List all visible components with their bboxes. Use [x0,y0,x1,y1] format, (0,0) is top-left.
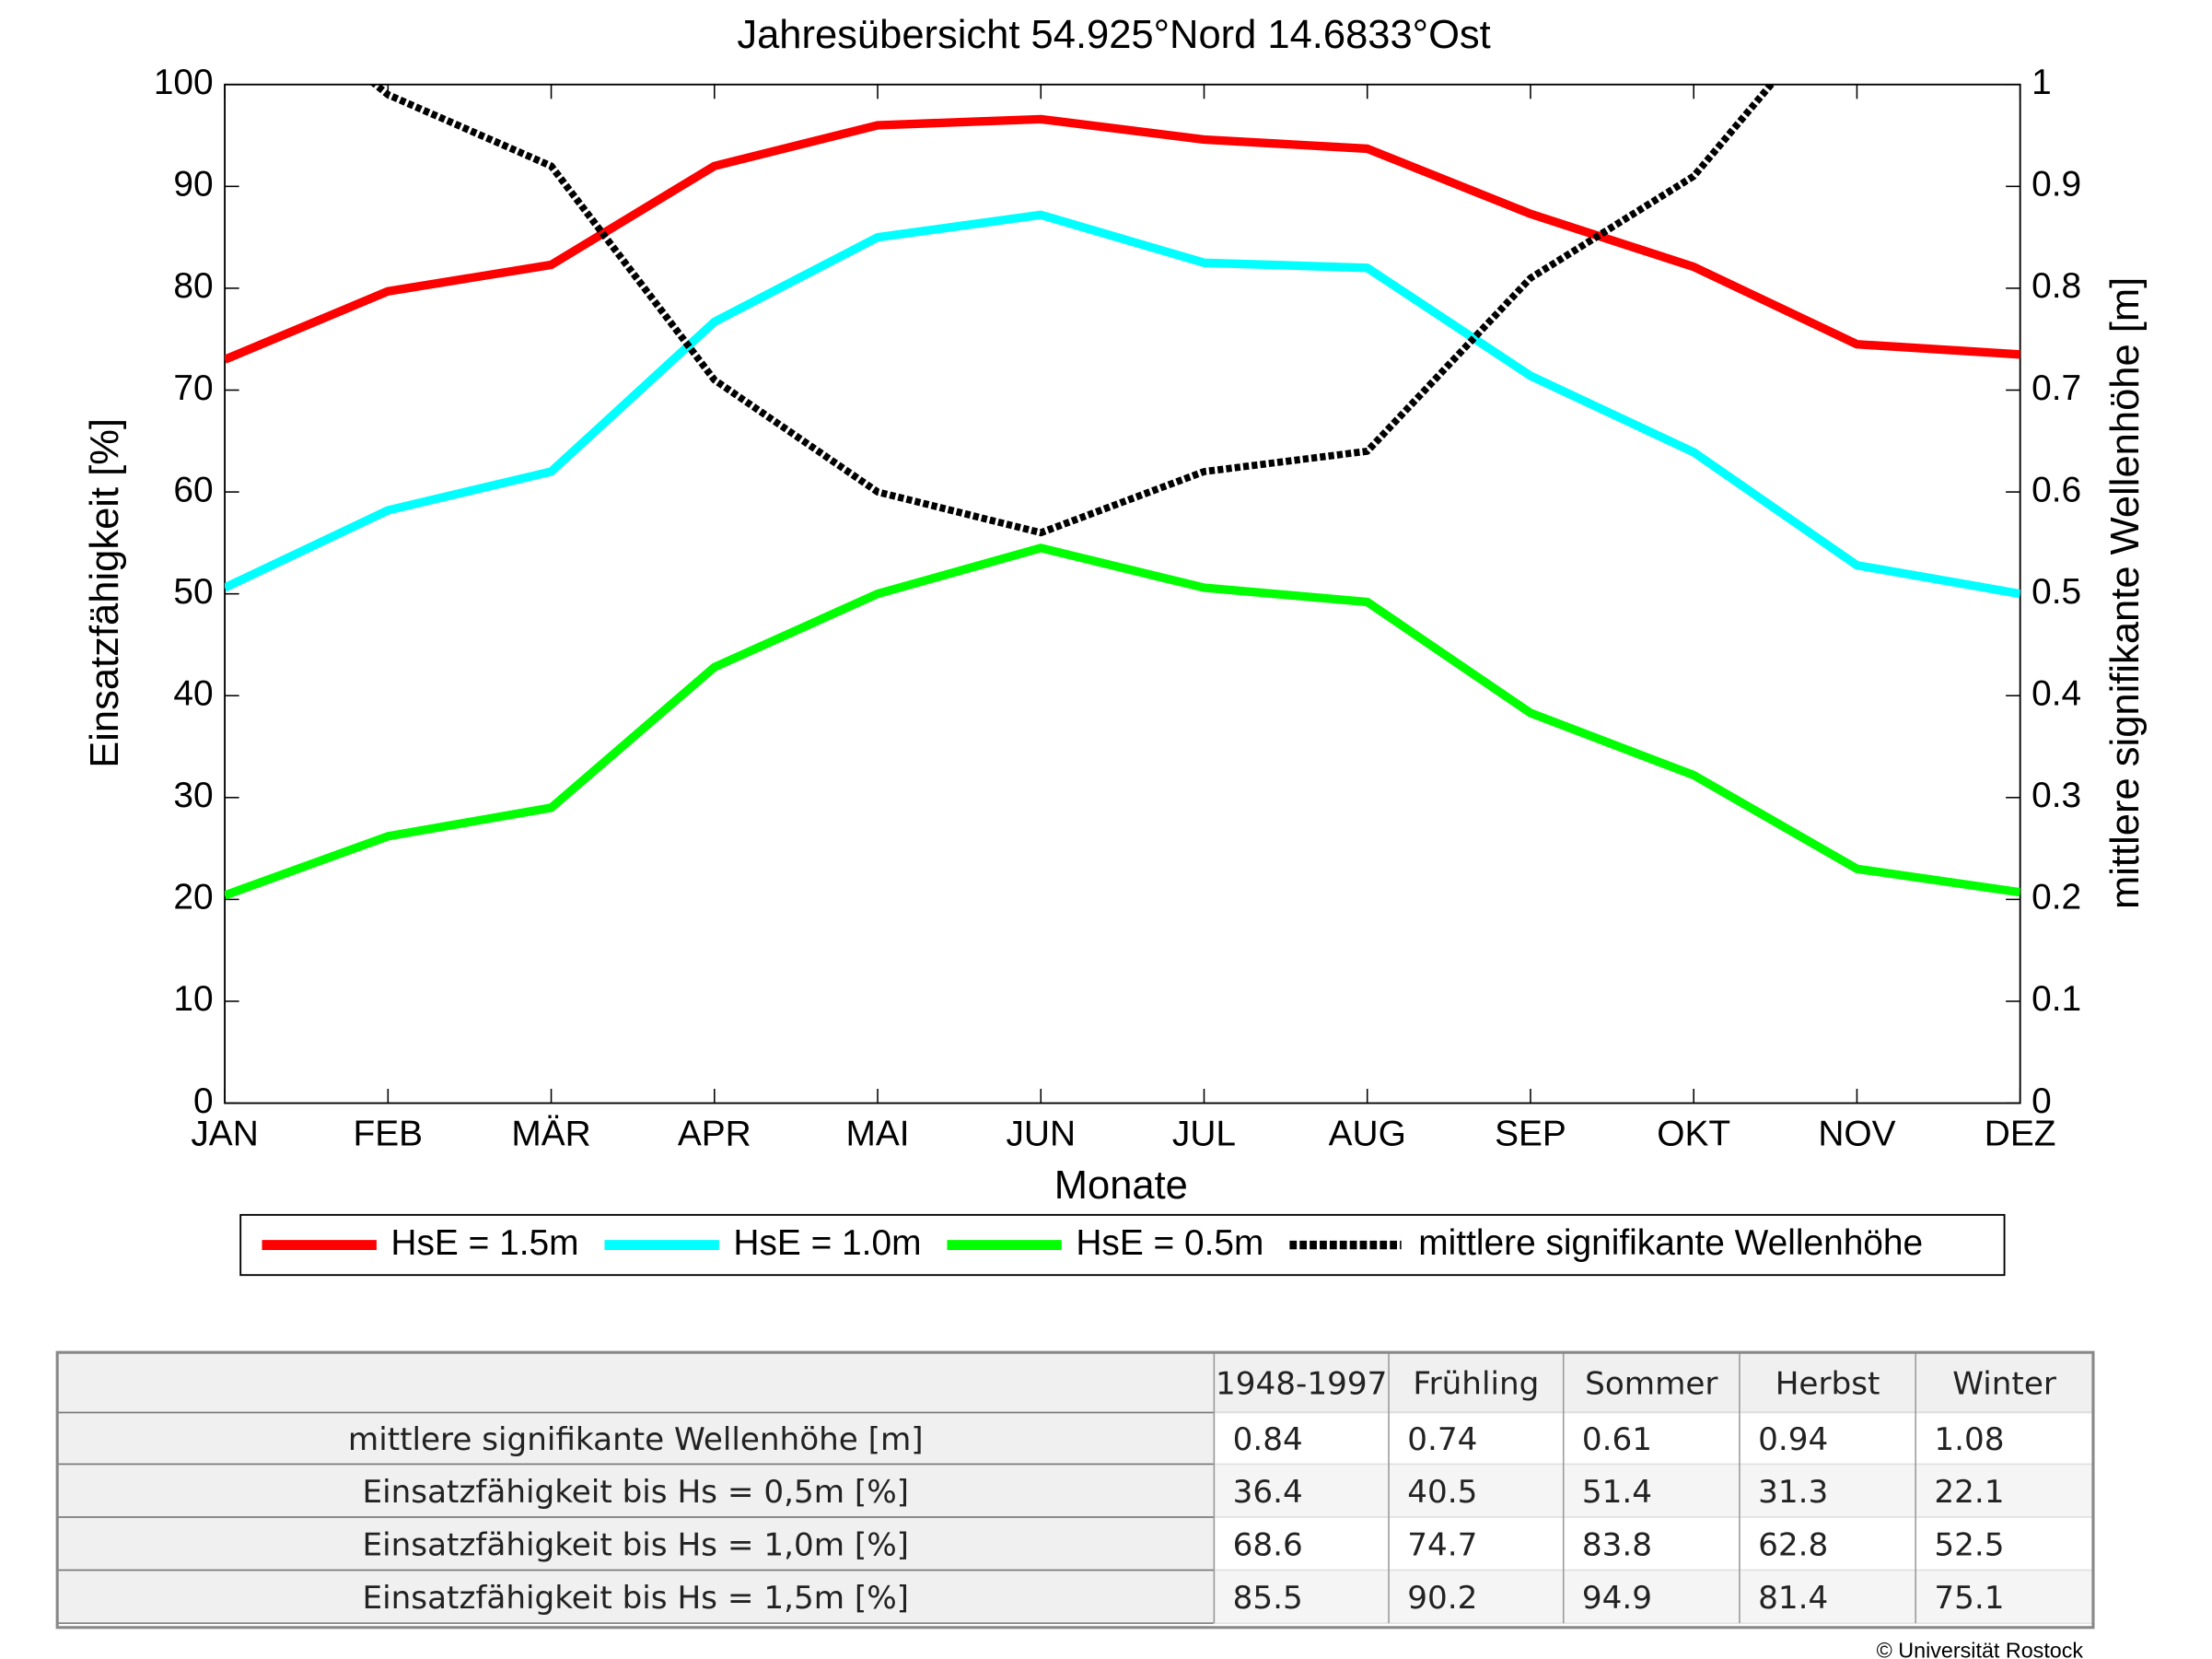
y-tick-label: 90 [173,165,213,204]
legend-label: mittlere signifikante Wellenhöhe [1418,1223,1923,1263]
cell: 75.1 [1934,1580,2004,1617]
series-line [225,543,2020,900]
cell: 0.94 [1758,1421,1828,1458]
legend-label: HsE = 1.5m [390,1223,578,1263]
x-tick-label: DEZ [1985,1115,2056,1154]
y2-tick-label: 1 [2032,63,2052,102]
row-label-bg [56,1569,1216,1624]
x-tick-label: SEP [1495,1115,1566,1154]
y2-tick-label: 0.6 [2032,470,2081,509]
cell: 83.8 [1582,1526,1652,1563]
x-tick-label: MÄR [511,1115,590,1154]
cell: 81.4 [1758,1580,1828,1617]
plot-area [224,83,2021,1104]
y-tick-label: 70 [173,368,213,408]
y-tick-label: 20 [173,878,213,917]
x-tick-label: MAI [845,1115,909,1154]
x-tick-label: FEB [354,1115,424,1154]
cell: 36.4 [1233,1474,1303,1511]
x-tick-label: JAN [191,1115,258,1154]
y-tick-label: 60 [173,470,213,509]
cell: 40.5 [1407,1474,1477,1511]
y2-tick-label: 0.9 [2032,165,2081,204]
cell: 1.08 [1934,1421,2004,1458]
x-axis-label: Monate [1054,1163,1188,1208]
series-line [369,84,1776,537]
table: mittlere signifikante Wellenhöhe [m] 0.84… [55,1350,2095,1630]
row-label: Einsatzfähigkeit bis Hs = 1,0m [%] [363,1526,909,1563]
row-label: Einsatzfähigkeit bis Hs = 1,5m [%] [363,1580,909,1617]
row-label-bg [56,1463,1216,1518]
cell: 62.8 [1758,1526,1828,1563]
row-label: mittlere signifikante Wellenhöhe [m] [348,1421,924,1458]
col-header: Sommer [1585,1365,1718,1402]
col-header: Frühling [1413,1365,1539,1402]
x-tick-label: NOV [1818,1115,1895,1154]
cell: 68.6 [1233,1526,1303,1563]
legend-box [239,1213,2006,1277]
col-header: 1948-1997 [1216,1365,1387,1402]
cell: 31.3 [1758,1474,1828,1511]
x-tick-label: AUG [1329,1115,1406,1154]
x-tick-label: JUN [1006,1115,1076,1154]
y-tick-label: 30 [173,776,213,815]
cell: 90.2 [1407,1580,1477,1617]
y2-tick-label: 0.7 [2032,368,2081,408]
chart-title: Jahresübersicht 54.925°Nord 14.6833°Ost [737,13,1490,57]
x-tick-label: OKT [1657,1115,1730,1154]
cell: 85.5 [1233,1580,1303,1617]
legend-label: HsE = 1.0m [733,1223,921,1263]
y2-tick-label: 0.5 [2032,572,2081,612]
legend-label: HsE = 0.5m [1076,1223,1263,1263]
cell: 52.5 [1934,1526,2004,1563]
series-line [225,114,2020,364]
y2-tick-label: 0.2 [2032,878,2081,917]
cell: 0.74 [1407,1421,1477,1458]
row-label: Einsatzfähigkeit bis Hs = 0,5m [%] [363,1474,909,1511]
y-tick-label: 100 [154,63,214,102]
y2-tick-label: 0.1 [2032,979,2081,1019]
cell: 51.4 [1582,1474,1652,1511]
y2-tick-label: 0.4 [2032,673,2081,713]
cell: 94.9 [1582,1580,1652,1617]
series-line [225,210,2020,599]
y-tick-label: 50 [173,572,213,612]
y-axis-label: Einsatzfähigkeit [%] [83,418,127,768]
cell: 0.61 [1582,1421,1652,1458]
cell: 22.1 [1934,1474,2004,1511]
table-border [55,1350,2095,1630]
x-tick-label: APR [678,1115,751,1154]
footer: © Universität Rostock [1877,1638,2084,1659]
y2-tick-label: 0.3 [2032,776,2081,815]
cell: 74.7 [1407,1526,1477,1563]
y-tick-label: 80 [173,266,213,306]
col-header: Winter [1952,1365,2057,1402]
cell: 0.84 [1233,1421,1303,1458]
y2-axis-label: mittlere signifikante Wellenhöhe [m] [2103,277,2148,909]
y-tick-label: 40 [173,673,213,713]
y2-tick-label: 0 [2032,1081,2052,1121]
y2-tick-label: 0.8 [2032,266,2081,306]
y-tick-label: 10 [173,979,213,1019]
col-header: Herbst [1775,1365,1880,1402]
y-tick-label: 0 [193,1081,214,1121]
x-tick-label: JUL [1172,1115,1236,1154]
row-label-bg [56,1411,1216,1466]
